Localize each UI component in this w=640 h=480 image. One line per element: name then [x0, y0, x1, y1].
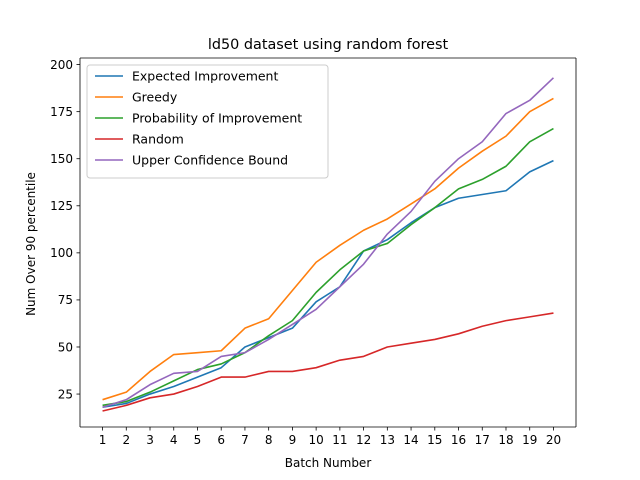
legend-label-expected-improvement: Expected Improvement	[132, 69, 278, 84]
y-tick-label: 75	[58, 293, 73, 307]
legend-frame	[86, 64, 329, 179]
x-tick-label: 2	[122, 433, 130, 447]
x-tick-label: 19	[522, 433, 537, 447]
x-tick-label: 5	[194, 433, 202, 447]
x-tick-label: 11	[332, 433, 347, 447]
x-tick-label: 10	[308, 433, 323, 447]
legend: Expected Improvement Greedy Probability of…	[86, 64, 329, 179]
x-tick-label: 18	[498, 433, 513, 447]
legend-label-random: Random	[132, 132, 184, 147]
y-tick-label: 100	[50, 246, 73, 260]
chart-title: ld50 dataset using random forest	[208, 37, 449, 53]
x-tick-label: 6	[217, 433, 225, 447]
series-line-greedy	[102, 97, 554, 401]
y-tick-label: 175	[50, 105, 73, 119]
series-line-upper-confidence-bound	[102, 77, 555, 408]
x-tick-label: 1	[99, 433, 107, 447]
y-tick-label: 125	[50, 199, 73, 213]
legend-label-upper-confidence-bound: Upper Confidence Bound	[132, 153, 288, 168]
x-axis-label: Batch Number	[285, 456, 372, 470]
y-tick-label: 150	[50, 152, 73, 166]
x-tick-label: 3	[146, 433, 154, 447]
y-tick-label: 50	[58, 340, 73, 354]
x-tick-label: 7	[241, 433, 249, 447]
x-tick-label: 4	[170, 433, 178, 447]
x-tick-label: 20	[546, 433, 561, 447]
x-tick-label: 9	[289, 433, 297, 447]
x-tick-label: 17	[475, 433, 490, 447]
y-tick-label: 25	[58, 387, 73, 401]
series-line-expected-improvement	[102, 159, 554, 409]
x-tick-label: 15	[427, 433, 442, 447]
legend-label-greedy: Greedy	[132, 90, 178, 105]
y-axis-ticks: 25 50 75 100 125 150 175 200	[50, 58, 80, 401]
y-axis-label: Num Over 90 percentile	[24, 172, 38, 316]
x-tick-label: 14	[403, 433, 418, 447]
legend-label-probability-of-improvement: Probability of Improvement	[132, 111, 302, 126]
series-line-random	[102, 312, 554, 412]
x-tick-label: 13	[380, 433, 395, 447]
x-axis-ticks: 1 2 3 4 5 6 7 8 9 10 11 12 13 14 15 16 17 18 19 20	[99, 427, 561, 447]
x-tick-label: 8	[265, 433, 273, 447]
x-tick-label: 16	[451, 433, 466, 447]
series-line-probability-of-improvement	[102, 127, 554, 407]
x-tick-label: 12	[356, 433, 371, 447]
y-tick-label: 200	[50, 58, 73, 72]
